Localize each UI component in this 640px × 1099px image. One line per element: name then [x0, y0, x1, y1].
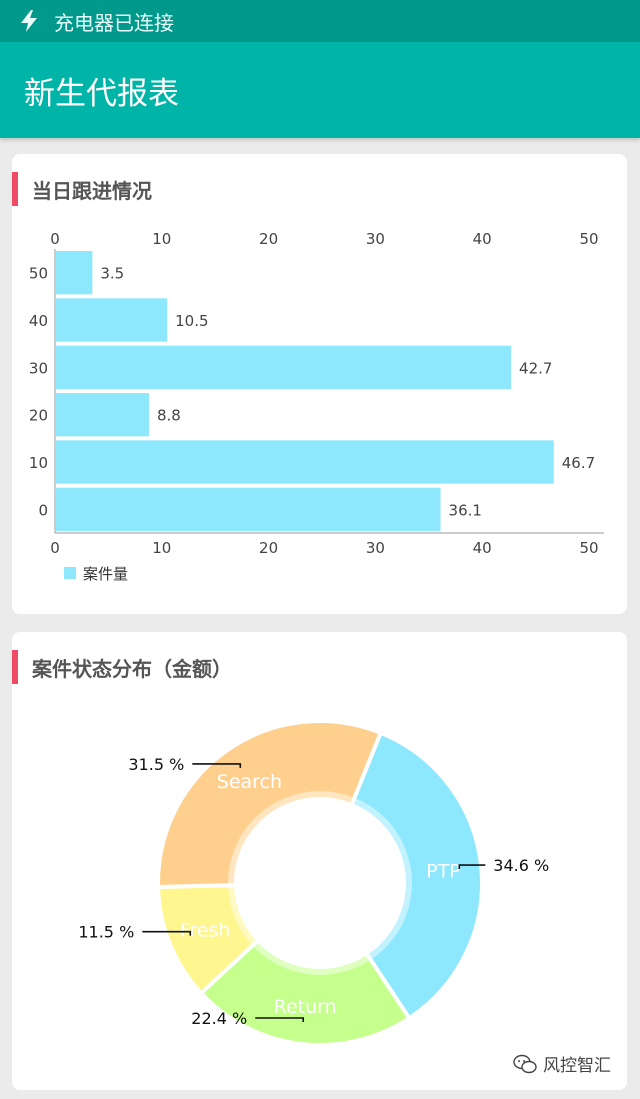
bar [56, 440, 554, 484]
x-tick-label-top: 40 [473, 230, 492, 248]
slice-value-label: 34.6 % [493, 856, 549, 875]
x-tick-label-top: 50 [579, 230, 598, 248]
bar-value-label: 46.7 [562, 454, 595, 472]
lightning-bolt-icon [21, 10, 37, 32]
bar-value-label: 36.1 [449, 501, 482, 519]
x-tick-label-bottom: 40 [473, 539, 492, 557]
donut-slice-ptp [348, 730, 484, 1021]
x-tick-label-bottom: 30 [366, 539, 385, 557]
bar [56, 298, 168, 342]
bar [56, 251, 93, 295]
category-label: 0 [38, 501, 48, 519]
bar [56, 393, 149, 437]
x-tick-label-top: 20 [259, 230, 278, 248]
status-bar: 充电器已连接 [0, 0, 640, 42]
leader-line [458, 864, 486, 870]
x-tick-label-bottom: 0 [50, 539, 60, 557]
donut-inner-ring [228, 791, 412, 975]
slice-value-label: 22.4 % [191, 1009, 247, 1028]
page-title: 新生代报表 [24, 75, 179, 112]
card-title: 当日跟进情况 [32, 178, 152, 203]
card-header: 当日跟进情况 [12, 172, 152, 206]
case-status-card: 案件状态分布（金额） PTP 34.6 % Return 22.4 % Fresh 11.… [12, 632, 627, 1090]
card-header: 案件状态分布（金额） [12, 650, 232, 684]
bar-value-label: 8.8 [157, 407, 181, 425]
slice-name-label: Return [274, 996, 337, 1018]
daily-followup-card: 当日跟进情况 0 0 10 10 20 20 30 30 40 40 50 50 50 3.5 40 10.5… [12, 154, 627, 614]
legend-swatch [64, 567, 76, 579]
x-tick-label-bottom: 20 [259, 539, 278, 557]
legend-label: 案件量 [83, 565, 128, 583]
category-label: 30 [29, 359, 48, 377]
donut-slice-search [156, 719, 384, 890]
slice-name-label: Search [217, 771, 282, 793]
x-tick-label-top: 0 [50, 230, 60, 248]
x-tick-label-top: 10 [152, 230, 171, 248]
card-accent-bar [12, 650, 18, 684]
card-title: 案件状态分布（金额） [32, 656, 232, 681]
leader-line [192, 763, 242, 768]
leader-line [142, 930, 192, 936]
leader-line [255, 1017, 305, 1022]
bar-value-label: 10.5 [175, 312, 208, 330]
bar-value-label: 42.7 [519, 359, 552, 377]
category-label: 40 [29, 312, 48, 330]
category-label: 20 [29, 407, 48, 425]
watermark-text: 风控智汇 [543, 1056, 611, 1076]
bar [56, 487, 441, 531]
slice-value-label: 11.5 % [78, 923, 134, 942]
bar-value-label: 3.5 [100, 265, 124, 283]
watermark: 风控智汇 [513, 1051, 611, 1076]
app-bar: 新生代报表 [0, 42, 640, 138]
bar [56, 345, 512, 389]
slice-name-label: Fresh [180, 920, 231, 942]
donut-slice-return [198, 937, 413, 1047]
horizontal-bar-chart: 0 0 10 10 20 20 30 30 40 40 50 50 50 3.5 40 10.5 30 42.7 2… [29, 230, 604, 583]
x-tick-label-bottom: 50 [579, 539, 598, 557]
card-accent-bar [12, 172, 18, 206]
x-tick-label-top: 30 [366, 230, 385, 248]
x-tick-label-bottom: 10 [152, 539, 171, 557]
charging-status-text: 充电器已连接 [54, 10, 174, 35]
donut-hole [237, 800, 403, 966]
donut-chart: PTP 34.6 % Return 22.4 % Fresh 11.5 % Search 31… [78, 719, 549, 1047]
slice-name-label: PTP [426, 861, 461, 883]
slice-value-label: 31.5 % [128, 755, 184, 774]
category-label: 50 [29, 265, 48, 283]
wechat-icon [513, 1054, 537, 1073]
category-label: 10 [29, 454, 48, 472]
